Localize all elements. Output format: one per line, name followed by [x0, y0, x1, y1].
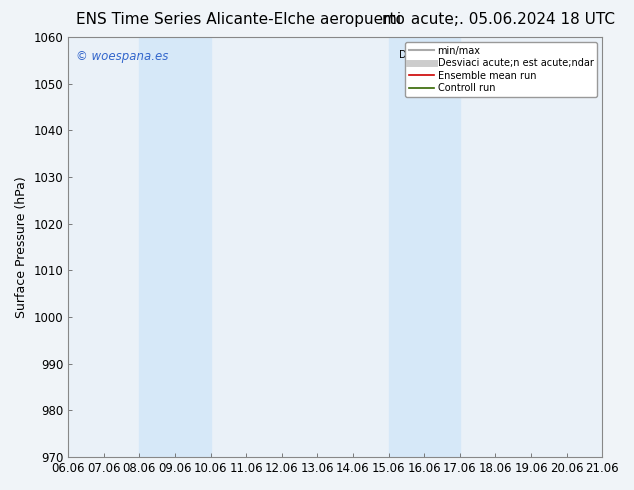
- Text: ENS Time Series Alicante-Elche aeropuerto: ENS Time Series Alicante-Elche aeropuert…: [77, 12, 405, 27]
- Text: © woespana.es: © woespana.es: [76, 50, 169, 63]
- Text: mi  acute;. 05.06.2024 18 UTC: mi acute;. 05.06.2024 18 UTC: [382, 12, 615, 27]
- Bar: [139, 37, 210, 457]
- Text: Desviaci  acute;n est  acute;ndar: Desviaci acute;n est acute;ndar: [399, 50, 561, 60]
- Y-axis label: Surface Pressure (hPa): Surface Pressure (hPa): [15, 176, 28, 318]
- Legend: min/max, Desviaci acute;n est acute;ndar, Ensemble mean run, Controll run: min/max, Desviaci acute;n est acute;ndar…: [406, 42, 597, 97]
- Bar: [389, 37, 460, 457]
